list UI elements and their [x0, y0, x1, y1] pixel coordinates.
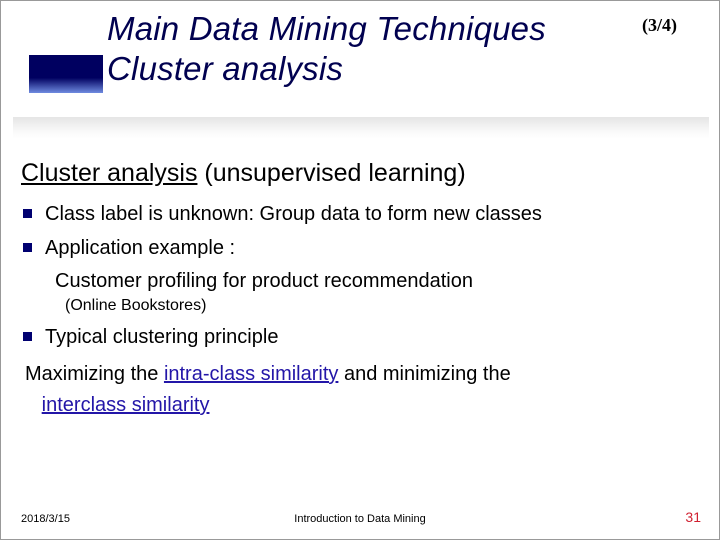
heading-rest: (unsupervised learning) [197, 159, 465, 187]
slide-title: Main Data Mining Techniques Cluster anal… [107, 9, 546, 88]
principle-text: and minimizing the [338, 363, 510, 385]
heading-underlined: Cluster analysis [21, 159, 197, 187]
header-shadow [13, 117, 709, 139]
bullet-list-2: Typical clustering principle [21, 325, 701, 349]
bullet-subline: Customer profiling for product recommend… [55, 270, 701, 293]
principle-underline-2: interclass similarity [42, 394, 210, 416]
bullet-note: (Online Bookstores) [65, 297, 701, 315]
footer-title: Introduction to Data Mining [1, 513, 719, 525]
section-heading: Cluster analysis (unsupervised learning) [21, 159, 701, 188]
content-area: Cluster analysis (unsupervised learning)… [21, 159, 701, 421]
bullet-list: Class label is unknown: Group data to fo… [21, 202, 701, 260]
page-indicator: (3/4) [642, 15, 677, 36]
header: Main Data Mining Techniques Cluster anal… [1, 1, 720, 151]
title-line-1: Main Data Mining Techniques [107, 9, 546, 49]
footer-page-number: 31 [685, 509, 701, 525]
bullet-item: Application example : [45, 236, 701, 260]
bullet-item: Typical clustering principle [45, 325, 701, 349]
title-line-2: Cluster analysis [107, 49, 546, 89]
bullet-item: Class label is unknown: Group data to fo… [45, 202, 701, 226]
accent-bar [29, 55, 103, 93]
principle-paragraph: Maximizing the intra-class similarity an… [25, 359, 701, 421]
principle-underline-1: intra-class similarity [164, 363, 338, 385]
principle-text: Maximizing the [25, 363, 164, 385]
